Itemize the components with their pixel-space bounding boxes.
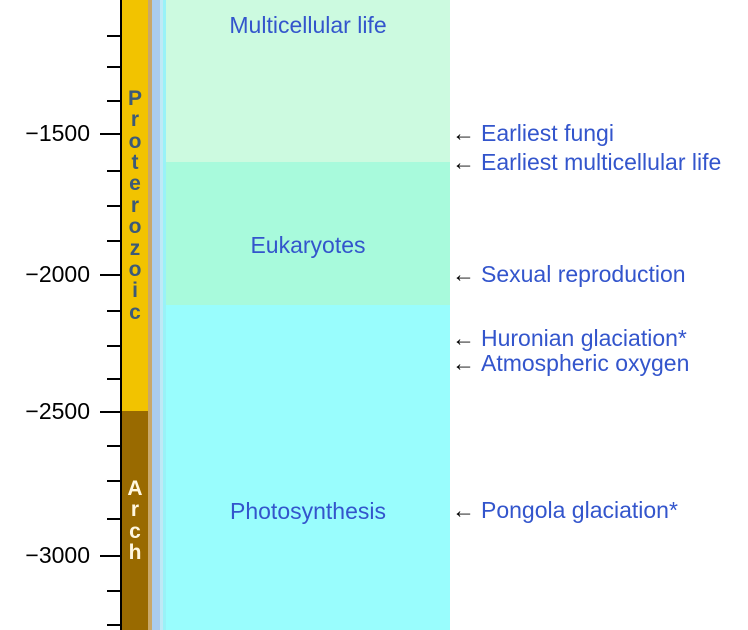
arrow-left-icon: ← — [452, 119, 475, 146]
y-axis-major-tick: −3000 — [0, 542, 120, 568]
annotation-row[interactable]: ← Sexual reproduction — [452, 261, 686, 287]
y-axis-minor-tick — [0, 170, 120, 172]
event-band-label: Multicellular life — [229, 12, 387, 38]
y-axis-minor-tick — [0, 100, 120, 102]
y-axis-tick-label: −1500 — [25, 120, 90, 146]
era-band-archean[interactable]: A r c h — [122, 411, 148, 630]
y-axis-line — [120, 0, 122, 630]
annotation-label: Sexual reproduction — [481, 260, 686, 287]
y-axis-minor-tick — [0, 624, 120, 626]
annotation-row[interactable]: ← Huronian glaciation * — [452, 325, 687, 351]
y-axis-minor-tick — [0, 205, 120, 207]
y-axis-major-tick: −2000 — [0, 261, 120, 287]
tick-mark — [107, 170, 120, 172]
y-axis-minor-tick — [0, 480, 120, 482]
annotation-footnote-marker: * — [677, 324, 687, 351]
arrow-left-icon: ← — [452, 260, 475, 287]
era-label-archean: A r c h — [127, 476, 143, 564]
tick-mark — [107, 345, 120, 347]
y-axis-tick-label: −2000 — [25, 261, 90, 287]
y-axis-minor-tick — [0, 378, 120, 380]
tick-mark — [107, 624, 120, 626]
tick-mark — [107, 590, 120, 592]
era-column: P r o t e r o z o i c A r c h — [122, 0, 148, 630]
tick-mark — [100, 411, 120, 413]
tick-mark — [107, 205, 120, 207]
y-axis-minor-tick — [0, 590, 120, 592]
era-label-proterozoic: P r o t e r o z o i c — [127, 86, 142, 324]
annotation-label: Earliest multicellular life — [481, 148, 722, 175]
tick-mark — [100, 555, 120, 557]
annotation-row[interactable]: ← Earliest fungi — [452, 120, 614, 146]
stripe-tan — [148, 0, 152, 630]
tick-mark — [107, 66, 120, 68]
annotation-label: Atmospheric oxygen — [481, 349, 690, 376]
tick-mark — [100, 133, 120, 135]
event-band-label: Eukaryotes — [250, 232, 366, 258]
y-axis-tick-label: −3000 — [25, 542, 90, 568]
stripe-cyan — [163, 0, 166, 630]
y-axis-minor-tick — [0, 35, 120, 37]
y-axis-major-tick: −1500 — [0, 120, 120, 146]
tick-mark — [107, 518, 120, 520]
y-axis-minor-tick — [0, 445, 120, 447]
arrow-left-icon: ← — [452, 496, 475, 523]
tick-mark — [107, 35, 120, 37]
event-panel — [166, 0, 450, 630]
stripe-pale-cyan — [160, 0, 163, 630]
event-band[interactable] — [166, 305, 450, 630]
y-axis-minor-tick — [0, 66, 120, 68]
arrow-left-icon: ← — [452, 349, 475, 376]
annotation-label: Huronian glaciation — [481, 324, 678, 351]
tick-mark — [100, 274, 120, 276]
event-band[interactable] — [166, 0, 450, 162]
y-axis-minor-tick — [0, 345, 120, 347]
tick-mark — [107, 100, 120, 102]
annotation-row[interactable]: ← Earliest multicellular life — [452, 149, 721, 175]
annotation-label: Earliest fungi — [481, 119, 614, 146]
era-band-proterozoic[interactable]: P r o t e r o z o i c — [122, 0, 148, 411]
arrow-left-icon: ← — [452, 148, 475, 175]
tick-mark — [107, 240, 120, 242]
annotation-row[interactable]: ← Pongola glaciation * — [452, 497, 678, 523]
y-axis-tick-label: −2500 — [25, 398, 90, 424]
y-axis-major-tick: −2500 — [0, 398, 120, 424]
tick-mark — [107, 480, 120, 482]
annotation-row[interactable]: ← Atmospheric oxygen — [452, 350, 689, 376]
arrow-left-icon: ← — [452, 324, 475, 351]
annotation-label: Pongola glaciation — [481, 496, 669, 523]
event-band-label: Photosynthesis — [230, 498, 386, 524]
tick-mark — [107, 445, 120, 447]
y-axis-minor-tick — [0, 310, 120, 312]
stripe-light-blue — [152, 0, 160, 630]
tick-mark — [107, 310, 120, 312]
y-axis-minor-tick — [0, 240, 120, 242]
annotation-footnote-marker: * — [668, 496, 678, 523]
event-band[interactable] — [166, 162, 450, 305]
tick-mark — [107, 378, 120, 380]
y-axis-minor-tick — [0, 518, 120, 520]
